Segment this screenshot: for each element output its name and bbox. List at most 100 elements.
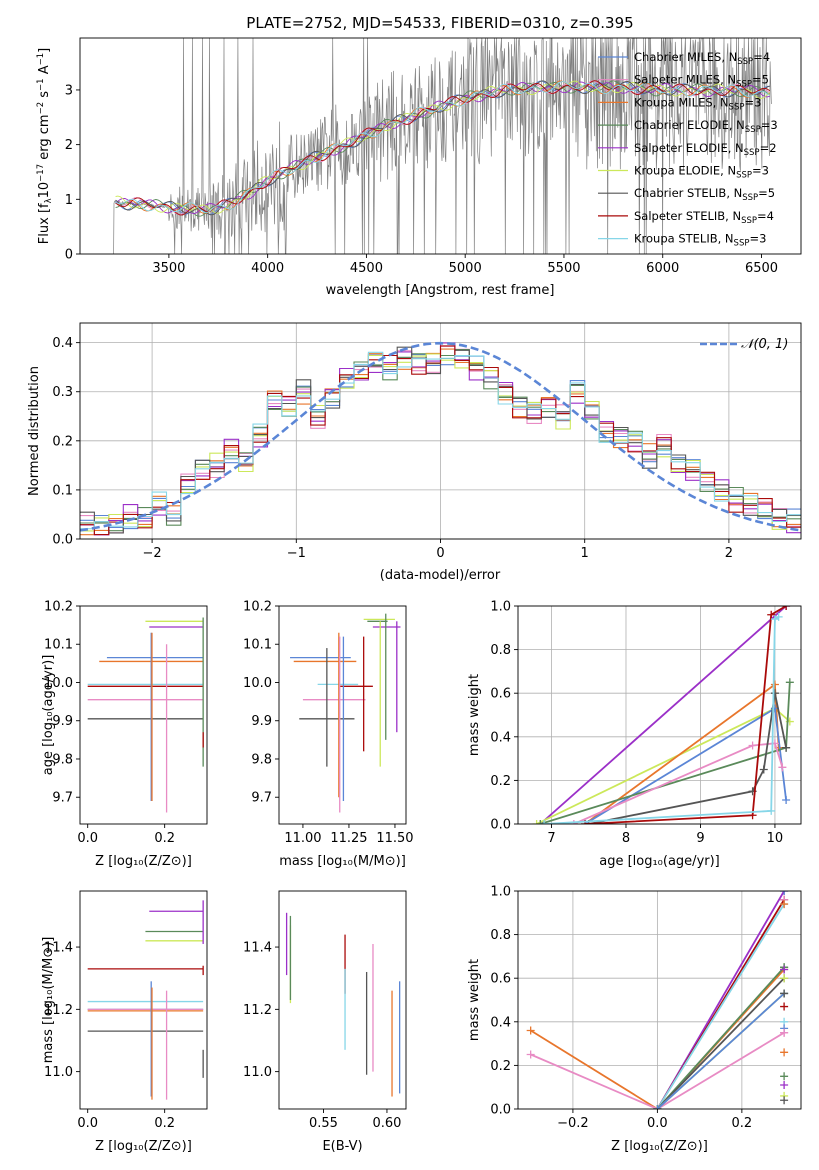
normal-legend-label: 𝒩(0, 1) — [741, 337, 788, 352]
plot-area — [87, 900, 204, 1100]
mass-vs-Z-panel-ytick-label: 11.0 — [44, 1065, 73, 1080]
age-vs-Z-panel-ytick-label: 10.0 — [44, 676, 73, 691]
data-point-marker — [767, 610, 776, 619]
age-vs-Z-panel-ytick-label: 10.1 — [44, 638, 73, 653]
residuals-ytick-label: 0.3 — [52, 385, 73, 400]
legend-entry: Chabrier ELODIE, NSSP=3 — [634, 118, 778, 135]
panel-frame — [79, 605, 208, 825]
mass-vs-Z-panel-xtick-label: 0.0 — [77, 1116, 98, 1131]
axis-xlabel: E(B-V) — [322, 1139, 362, 1154]
data-point-marker — [540, 820, 549, 824]
spectrum-legend: Chabrier MILES, NSSP=4 Salpeter MILES, NS… — [598, 50, 778, 249]
mass-weight-series-line — [656, 903, 785, 1109]
age-vs-Z-panel-xtick-label: 0.2 — [154, 831, 175, 846]
plot-area — [290, 613, 401, 813]
data-point-marker — [526, 1050, 535, 1059]
data-point-marker — [780, 965, 789, 974]
spectrum-ylabel: Flux [fλ10−17 erg cm−2 s−1 A−1] — [36, 48, 54, 244]
data-point-marker — [774, 612, 783, 621]
residuals-xtick-label: 1 — [581, 546, 589, 561]
weight-vs-age-panel: 7 8 9 10 0.0 0.2 0.4 0.6 0.8 1.0 age [log₁₀(age/yr… — [467, 600, 802, 869]
weight-vs-age-panel-xtick-label: 7 — [547, 831, 555, 846]
observed-spectrum-line — [113, 38, 772, 254]
data-point-marker — [780, 1048, 789, 1057]
residuals-ytick-label: 0.2 — [52, 434, 73, 449]
weight-vs-age-panel-ytick-label: 1.0 — [490, 600, 511, 615]
legend-entry: Salpeter STELIB, NSSP=4 — [634, 209, 774, 226]
mass-vs-ebv-panel-xtick-label: 0.55 — [309, 1116, 338, 1131]
weight-vs-Z-panel-ytick-label: 1.0 — [490, 885, 511, 900]
model-fit-line — [115, 80, 771, 214]
weight-vs-Z-panel-ytick-label: 0.8 — [490, 928, 511, 943]
residuals-ytick-label: 0.1 — [52, 483, 73, 498]
panel-frame — [278, 605, 407, 825]
weight-vs-age-panel-ytick-label: 0.4 — [490, 730, 511, 745]
residuals-xtick-label: 0 — [436, 546, 444, 561]
weight-vs-age-panel-ytick-label: 0.8 — [490, 643, 511, 658]
age-vs-mass-panel-ytick-label: 10.0 — [243, 676, 272, 691]
weight-vs-age-panel-ytick-label: 0.6 — [490, 687, 511, 702]
data-point-marker — [770, 689, 779, 698]
spectrum-xtick-label: 6500 — [745, 261, 778, 276]
mass-weight-series-line — [540, 682, 791, 824]
spectrum-frame — [79, 37, 802, 255]
axes: 0.55 0.60 11.0 11.2 11.4 — [243, 941, 401, 1131]
age-vs-mass-panel-ytick-label: 10.1 — [243, 638, 272, 653]
model-fit-line — [115, 81, 771, 213]
data-point-marker — [748, 741, 757, 750]
axis-ylabel: age [log₁₀(age/yr)] — [41, 655, 56, 776]
plot-area — [532, 606, 794, 824]
data-point-marker — [780, 1028, 789, 1037]
legend-entry: Kroupa ELODIE, NSSP=3 — [634, 164, 769, 181]
spectrum-xtick-label: 4500 — [350, 261, 383, 276]
mass-weight-series-line — [656, 992, 785, 1109]
legend-entry: Salpeter ELODIE, NSSP=2 — [634, 141, 777, 158]
figure-title: PLATE=2752, MJD=54533, FIBERID=0310, z=0… — [246, 14, 633, 32]
age-vs-mass-panel-ytick-label: 10.2 — [243, 600, 272, 615]
data-point-marker — [782, 743, 791, 752]
spectrum-ytick-label: 3 — [65, 83, 73, 98]
age-vs-Z-panel: 0.0 0.2 9.7 9.8 9.9 10.0 10.1 10.2 Z [log₁₀(Z/Z⊙… — [41, 600, 208, 869]
mass-weight-series-line — [539, 606, 787, 824]
mass-weight-series-line — [530, 1031, 785, 1109]
mass-vs-ebv-panel: 0.55 0.60 11.0 11.2 11.4 E(B-V) — [243, 890, 407, 1154]
spectrum-ytick-label: 1 — [65, 193, 73, 208]
axes: 0.0 0.2 11.0 11.2 11.4 — [44, 941, 175, 1131]
data-point-marker — [782, 796, 791, 805]
mass-weight-series-line — [573, 742, 784, 824]
age-vs-mass-panel: 11.00 11.25 11.50 9.7 9.8 9.9 10.0 10.1 10.2 mass… — [243, 600, 414, 870]
mass-vs-ebv-panel-ytick-label: 11.0 — [243, 1065, 272, 1080]
mass-weight-series-line — [530, 968, 785, 1109]
legend-entry: Kroupa STELIB, NSSP=3 — [634, 232, 766, 249]
spectrum-xtick-label: 5500 — [547, 261, 580, 276]
histogram-step-line — [80, 346, 801, 534]
mass-vs-ebv-panel-xtick-label: 0.60 — [372, 1116, 401, 1131]
data-point-marker — [780, 1081, 789, 1090]
data-point-marker — [780, 974, 789, 983]
data-point-marker — [767, 806, 776, 815]
plot-area — [526, 891, 789, 1109]
mass-vs-Z-panel-ytick-label: 11.4 — [44, 941, 73, 956]
weight-vs-Z-panel-ytick-label: 0.6 — [490, 972, 511, 987]
plot-area — [285, 912, 401, 1097]
data-point-marker — [780, 891, 789, 895]
residuals-ytick-label: 0.0 — [52, 533, 73, 548]
histogram-step-line — [80, 351, 801, 530]
axis-ylabel: mass weight — [467, 959, 482, 1041]
legend-entry: Kroupa MILES, NSSP=3 — [634, 95, 761, 112]
weight-vs-Z-panel: −0.2 0.0 0.2 0.0 0.2 0.4 0.6 0.8 1.0 Z [log₁₀(Z/Z… — [467, 885, 802, 1154]
mass-weight-series-line — [584, 606, 787, 824]
spectrum-xtick-label: 5000 — [449, 261, 482, 276]
mass-vs-ebv-panel-ytick-label: 11.4 — [243, 941, 272, 956]
panel-frame — [278, 890, 407, 1110]
model-fit-line — [115, 80, 770, 216]
spectrum-xtick-label: 6000 — [646, 261, 679, 276]
axis-xlabel: Z [log₁₀(Z/Z⊙)] — [95, 1139, 192, 1154]
data-point-marker — [778, 763, 787, 772]
axes: 0.0 0.2 9.7 9.8 9.9 10.0 10.1 10.2 — [44, 600, 175, 847]
data-point-marker — [780, 1096, 789, 1105]
axis-ylabel: mass [log₁₀(M/M⊙)] — [41, 937, 56, 1064]
data-point-marker — [770, 680, 779, 689]
panel-frame — [79, 890, 208, 1110]
